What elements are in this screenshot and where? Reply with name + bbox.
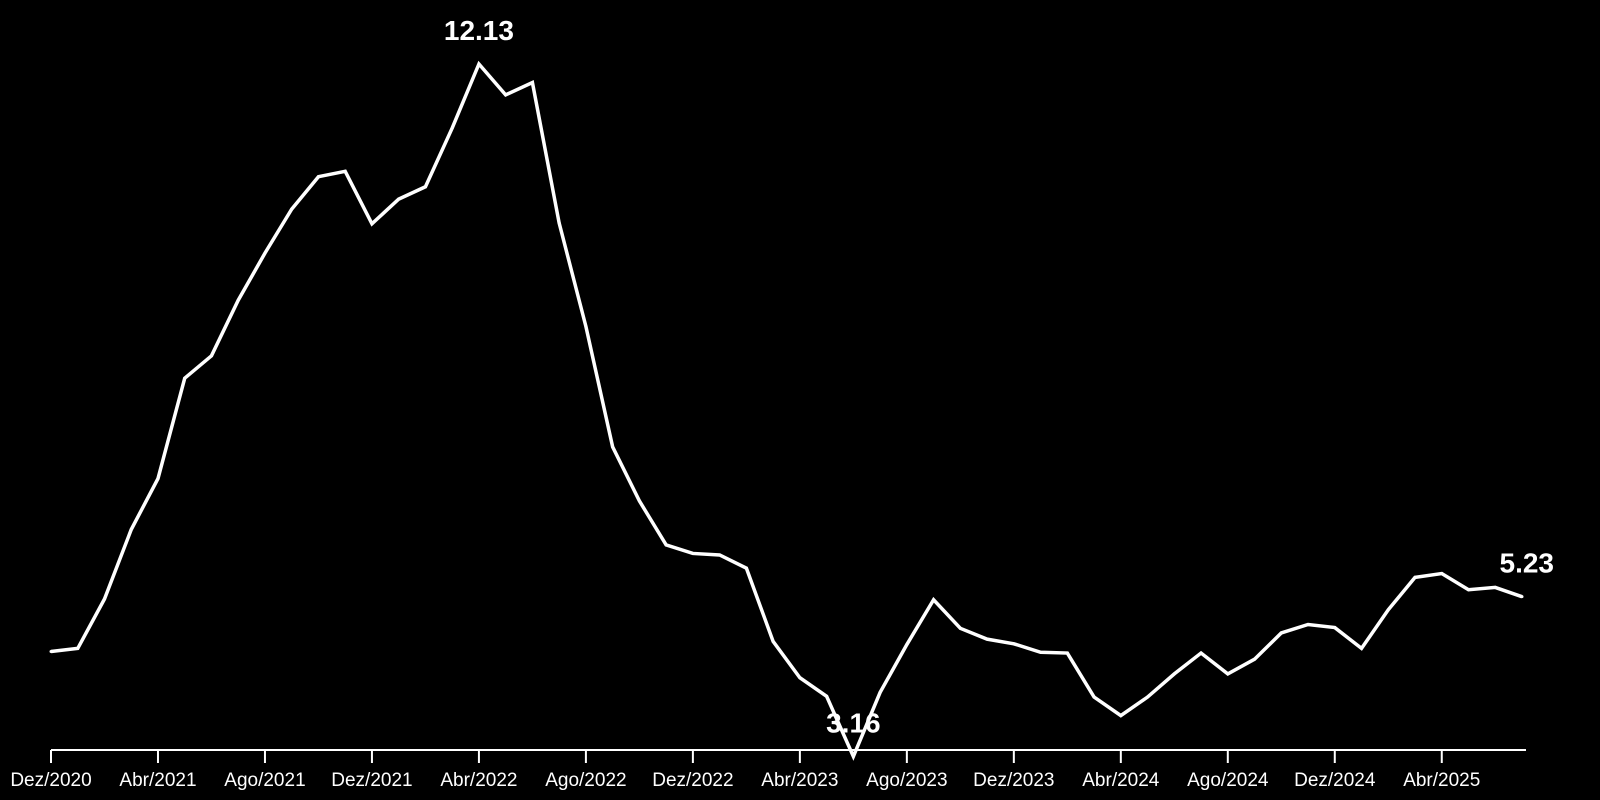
annotation-label: 3.16 bbox=[826, 707, 881, 738]
data-point bbox=[263, 251, 267, 255]
data-point bbox=[316, 175, 320, 179]
data-point bbox=[49, 649, 53, 653]
data-point bbox=[504, 93, 508, 97]
data-point bbox=[1039, 650, 1043, 654]
data-point bbox=[397, 197, 401, 201]
data-point bbox=[530, 81, 534, 85]
data-point bbox=[183, 376, 187, 380]
data-point bbox=[1440, 572, 1444, 576]
data-point bbox=[718, 553, 722, 557]
data-point bbox=[1226, 672, 1230, 676]
data-point bbox=[370, 222, 374, 226]
data-point bbox=[557, 221, 561, 225]
data-point bbox=[102, 597, 106, 601]
data-point bbox=[878, 690, 882, 694]
x-tick-label: Ago/2021 bbox=[224, 770, 305, 791]
x-tick-label: Dez/2021 bbox=[331, 770, 412, 791]
annotation-label: 5.23 bbox=[1500, 548, 1555, 579]
data-point bbox=[664, 543, 668, 547]
data-point bbox=[1172, 672, 1176, 676]
data-point bbox=[209, 354, 213, 358]
x-tick-label: Dez/2022 bbox=[652, 770, 733, 791]
x-axis-ticks: Dez/2020 Abr/2021 Ago/2021 Dez/2021 Abr/2022… bbox=[10, 750, 1480, 791]
x-tick-label: Ago/2024 bbox=[1187, 770, 1269, 791]
series-points bbox=[49, 62, 1524, 758]
data-point bbox=[611, 445, 615, 449]
data-point bbox=[423, 185, 427, 189]
data-point bbox=[343, 169, 347, 173]
data-point bbox=[1279, 631, 1283, 635]
data-point bbox=[1493, 585, 1497, 589]
x-tick-label: Abr/2021 bbox=[119, 770, 196, 791]
data-point bbox=[1092, 695, 1096, 699]
data-point bbox=[1360, 646, 1364, 650]
data-point bbox=[1146, 695, 1150, 699]
data-point bbox=[851, 754, 855, 758]
x-tick-label: Ago/2023 bbox=[866, 770, 947, 791]
x-tick-label: Abr/2023 bbox=[761, 770, 838, 791]
data-point bbox=[1467, 588, 1471, 592]
data-point bbox=[1012, 642, 1016, 646]
data-point bbox=[1520, 595, 1524, 599]
data-point bbox=[1413, 575, 1417, 579]
data-point bbox=[932, 598, 936, 602]
data-point bbox=[1253, 657, 1257, 661]
data-point bbox=[1119, 714, 1123, 718]
data-point bbox=[156, 477, 160, 481]
series-line bbox=[50, 60, 1523, 761]
data-point bbox=[637, 499, 641, 503]
data-point bbox=[771, 639, 775, 643]
x-tick-label: Dez/2020 bbox=[10, 770, 91, 791]
data-point bbox=[744, 566, 748, 570]
data-point bbox=[905, 643, 909, 647]
x-tick-label: Abr/2025 bbox=[1403, 770, 1480, 791]
data-point bbox=[450, 126, 454, 130]
data-point bbox=[985, 637, 989, 641]
x-tick-label: Dez/2024 bbox=[1294, 770, 1376, 791]
data-point bbox=[1333, 626, 1337, 630]
annotations: 12.13 3.16 5.23 bbox=[444, 15, 1554, 738]
data-point bbox=[1199, 651, 1203, 655]
x-tick-label: Abr/2024 bbox=[1082, 770, 1160, 791]
data-point bbox=[825, 694, 829, 698]
data-point bbox=[1386, 608, 1390, 612]
data-point bbox=[477, 62, 481, 66]
x-tick-label: Ago/2022 bbox=[545, 770, 626, 791]
data-point bbox=[76, 646, 80, 650]
data-point bbox=[798, 676, 802, 680]
data-point bbox=[1306, 622, 1310, 626]
x-tick-label: Abr/2022 bbox=[440, 770, 517, 791]
x-tick-label: Dez/2023 bbox=[973, 770, 1054, 791]
data-point bbox=[290, 207, 294, 211]
data-point bbox=[1065, 651, 1069, 655]
data-point bbox=[129, 528, 133, 532]
data-point bbox=[584, 324, 588, 328]
data-point bbox=[236, 298, 240, 302]
annotation-label: 12.13 bbox=[444, 15, 514, 46]
data-point bbox=[958, 626, 962, 630]
data-point bbox=[691, 551, 695, 555]
